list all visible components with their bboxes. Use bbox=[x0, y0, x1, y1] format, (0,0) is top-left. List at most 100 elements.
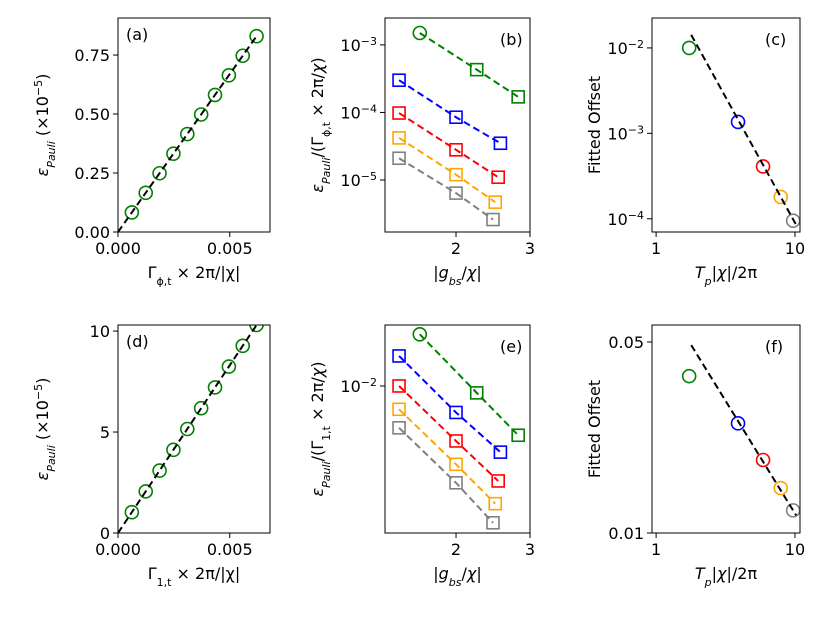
axes-frame bbox=[651, 17, 801, 233]
x-tick-label: 2 bbox=[451, 239, 461, 258]
label-part: Fitted Offset bbox=[585, 380, 604, 478]
x-tick-label: 0.005 bbox=[207, 540, 253, 559]
label-part: | bbox=[433, 263, 438, 282]
label-part: |/2π bbox=[727, 263, 758, 282]
label-part: T bbox=[695, 263, 706, 282]
y-tick-label: 0.75 bbox=[74, 46, 110, 65]
label-part: g bbox=[439, 263, 449, 282]
label-part: p bbox=[704, 275, 712, 288]
plot-area bbox=[392, 25, 525, 227]
line bbox=[398, 112, 499, 179]
marker bbox=[166, 146, 181, 161]
line bbox=[118, 35, 258, 232]
y-axis-label: Fitted Offset bbox=[585, 380, 604, 478]
plot-area bbox=[681, 344, 800, 518]
marker bbox=[773, 189, 789, 205]
label-part: ϕ,t bbox=[157, 275, 173, 288]
panel-label: (d) bbox=[126, 332, 149, 351]
y-tick-label: 10−2 bbox=[607, 37, 644, 58]
marker bbox=[392, 151, 406, 166]
label-part: (×10 bbox=[33, 400, 52, 445]
marker bbox=[469, 386, 484, 400]
marker bbox=[412, 25, 428, 41]
marker bbox=[449, 434, 463, 448]
marker bbox=[730, 416, 746, 431]
marker bbox=[166, 442, 181, 458]
label-part: χ bbox=[466, 263, 477, 282]
label-part: 10 bbox=[607, 210, 627, 229]
marker bbox=[491, 170, 505, 185]
y-tick-label: 0.50 bbox=[74, 105, 110, 124]
label-part: | bbox=[712, 263, 717, 282]
label-part: Γ bbox=[148, 564, 157, 583]
panel-label: (b) bbox=[500, 30, 523, 49]
y-axis-label: εPauli (×10−5) bbox=[32, 74, 58, 177]
y-tick-label: 0 bbox=[100, 524, 110, 543]
label-part: Pauli bbox=[45, 141, 58, 167]
marker bbox=[179, 126, 195, 142]
y-axis-label: εPauli/(Γϕ,t × 2π/χ) bbox=[308, 57, 333, 192]
marker bbox=[773, 480, 789, 496]
marker bbox=[681, 40, 697, 56]
marker bbox=[486, 212, 500, 227]
label-part: ) bbox=[308, 57, 327, 63]
marker bbox=[493, 136, 508, 151]
label-part: × 2π/ bbox=[308, 377, 327, 426]
panel-label: (c) bbox=[765, 30, 786, 49]
label-part: 10 bbox=[340, 377, 360, 396]
marker bbox=[392, 402, 406, 417]
label-part: / bbox=[462, 564, 468, 583]
x-tick-label: 10 bbox=[785, 239, 805, 258]
label-part: 10 bbox=[340, 103, 360, 122]
label-part: Fitted Offset bbox=[585, 76, 604, 174]
y-tick-label: 10−3 bbox=[607, 123, 644, 144]
marker bbox=[449, 476, 463, 490]
y-tick-label: 10 bbox=[90, 322, 110, 341]
label-part: / bbox=[462, 263, 468, 282]
label-part: 10 bbox=[340, 171, 360, 190]
label-part: bs bbox=[449, 576, 462, 589]
x-tick-label: 10 bbox=[785, 540, 805, 559]
line bbox=[398, 408, 496, 505]
y-axis-label: εPauli (×10−5) bbox=[32, 378, 58, 481]
axes-frame bbox=[384, 17, 531, 233]
x-axis-label: Tp|χ|/2π bbox=[695, 564, 758, 589]
panel-label: (f) bbox=[765, 337, 783, 356]
label-part: 10 bbox=[607, 124, 627, 143]
label-part: Pauli bbox=[45, 445, 58, 471]
x-axis-label: Γϕ,t × 2π/|χ| bbox=[148, 263, 241, 288]
x-tick-label: 3 bbox=[525, 239, 535, 258]
label-part: | bbox=[476, 263, 481, 282]
marker bbox=[392, 73, 406, 88]
y-tick-label: 0.01 bbox=[608, 524, 644, 543]
label-part: 10 bbox=[607, 39, 627, 58]
label-part: × 2π/ bbox=[308, 72, 327, 121]
plot-area bbox=[118, 28, 264, 232]
label-part: ε bbox=[33, 471, 52, 480]
x-axis-label: |gbs/χ| bbox=[433, 564, 482, 589]
marker bbox=[755, 159, 771, 174]
marker bbox=[449, 142, 463, 157]
line bbox=[419, 333, 519, 436]
x-tick-label: 0.000 bbox=[95, 540, 141, 559]
label-part: |/2π bbox=[727, 564, 758, 583]
label-part: ) bbox=[308, 362, 327, 368]
line bbox=[690, 34, 798, 226]
label-part: −2 bbox=[361, 375, 377, 388]
y-tick-label: 0.00 bbox=[74, 223, 110, 242]
label-part: −3 bbox=[628, 123, 644, 136]
panel-label: (e) bbox=[500, 337, 522, 356]
marker bbox=[449, 110, 463, 125]
marker bbox=[138, 484, 154, 499]
marker bbox=[152, 463, 167, 478]
label-part: −5 bbox=[32, 384, 45, 400]
x-tick-label: 0.005 bbox=[207, 239, 253, 258]
x-tick-label: 3 bbox=[525, 540, 535, 559]
label-part: T bbox=[695, 564, 706, 583]
y-axis-label: εPauli/(Γ1,t × 2π/χ) bbox=[308, 362, 333, 497]
marker bbox=[392, 106, 406, 120]
label-part: −5 bbox=[32, 80, 45, 96]
marker bbox=[249, 325, 264, 333]
label-part: | bbox=[476, 564, 481, 583]
